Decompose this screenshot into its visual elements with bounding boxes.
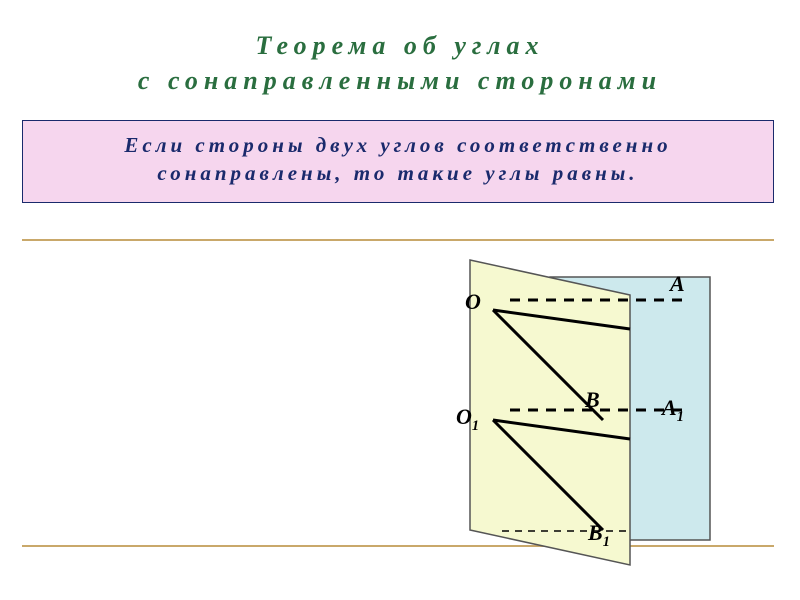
label-O: O — [465, 289, 481, 314]
divider-top — [22, 239, 774, 241]
slide-title: Теорема об углах с сонаправленными сторо… — [0, 28, 800, 98]
theorem-statement-box: Если стороны двух углов соответственно с… — [22, 120, 774, 203]
label-A: A — [668, 271, 685, 296]
slide: Теорема об углах с сонаправленными сторо… — [0, 0, 800, 600]
plane-front — [470, 260, 630, 565]
theorem-line-1: Если стороны двух углов соответственно — [124, 133, 671, 157]
title-line-1: Теорема об углах — [0, 28, 800, 63]
theorem-line-2: сонаправлены, то такие углы равны. — [157, 161, 638, 185]
diagram-svg: O A B O1 A1 B1 — [370, 245, 750, 575]
title-line-2: с сонаправленными сторонами — [0, 63, 800, 98]
label-B: B — [584, 387, 600, 412]
geometry-diagram: O A B O1 A1 B1 — [370, 245, 750, 575]
